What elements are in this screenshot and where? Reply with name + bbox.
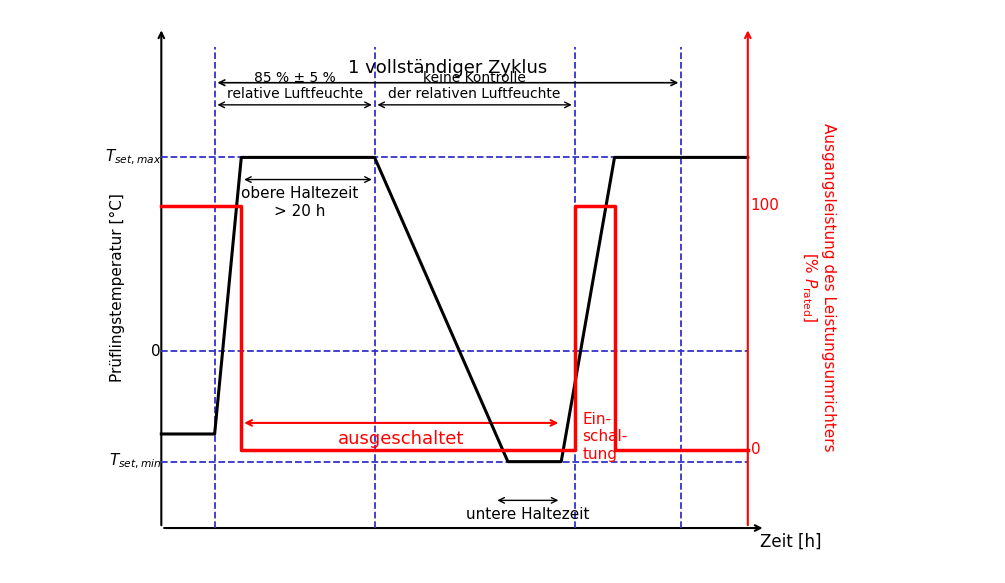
- Text: 1 vollständiger Zyklus: 1 vollständiger Zyklus: [349, 59, 548, 77]
- Text: $T_{\mathit{set,max}}$: $T_{\mathit{set,max}}$: [105, 147, 161, 167]
- Text: 0: 0: [152, 343, 161, 359]
- Text: keine Kontrolle
der relativen Luftfeuchte: keine Kontrolle der relativen Luftfeucht…: [388, 71, 561, 101]
- Text: Zeit [h]: Zeit [h]: [760, 533, 821, 551]
- Text: Ausgangsleistung des Leistungsumrichters
[% $P_\mathrm{rated}$]: Ausgangsleistung des Leistungsumrichters…: [800, 123, 836, 452]
- Text: $T_{\mathit{set,min}}$: $T_{\mathit{set,min}}$: [109, 452, 161, 471]
- Text: ausgeschaltet: ausgeschaltet: [338, 430, 464, 448]
- Text: Ein-
schal-
tung: Ein- schal- tung: [583, 412, 628, 462]
- Text: Prüflingstemperatur [°C]: Prüflingstemperatur [°C]: [110, 193, 125, 382]
- Text: untere Haltezeit: untere Haltezeit: [466, 507, 590, 522]
- Text: 0: 0: [751, 442, 761, 457]
- Text: obere Haltezeit
> 20 h: obere Haltezeit > 20 h: [241, 186, 359, 219]
- Text: 85 % ± 5 %
relative Luftfeuchte: 85 % ± 5 % relative Luftfeuchte: [226, 71, 363, 101]
- Text: 100: 100: [751, 198, 780, 213]
